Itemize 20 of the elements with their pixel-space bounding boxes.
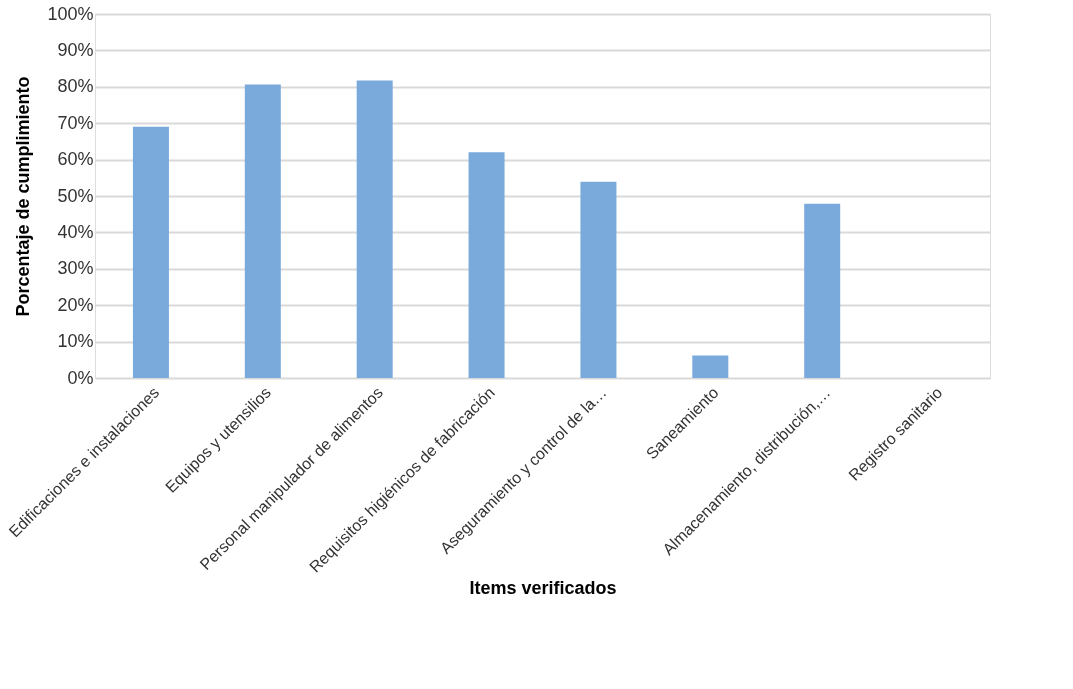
bar xyxy=(692,355,729,378)
x-axis-title: Items verificados xyxy=(469,577,617,598)
y-tick-label: 70% xyxy=(57,112,94,133)
y-tick-label: 60% xyxy=(57,149,94,170)
bar xyxy=(468,152,505,378)
y-tick-label: 50% xyxy=(57,185,94,206)
bar xyxy=(580,181,617,378)
y-tick-label: 0% xyxy=(67,367,94,388)
bar xyxy=(804,203,841,378)
y-tick-label: 40% xyxy=(57,221,94,242)
bar xyxy=(356,80,393,378)
y-tick-label: 80% xyxy=(57,76,94,97)
y-tick-label: 30% xyxy=(57,258,94,279)
y-axis-title: Porcentaje de cumplimiento xyxy=(13,76,34,317)
bar xyxy=(244,84,281,378)
bar xyxy=(132,126,169,378)
y-tick-label: 100% xyxy=(47,3,94,24)
y-tick-label: 10% xyxy=(57,331,94,352)
y-tick-label: 20% xyxy=(57,294,94,315)
y-tick-label: 90% xyxy=(57,39,94,60)
